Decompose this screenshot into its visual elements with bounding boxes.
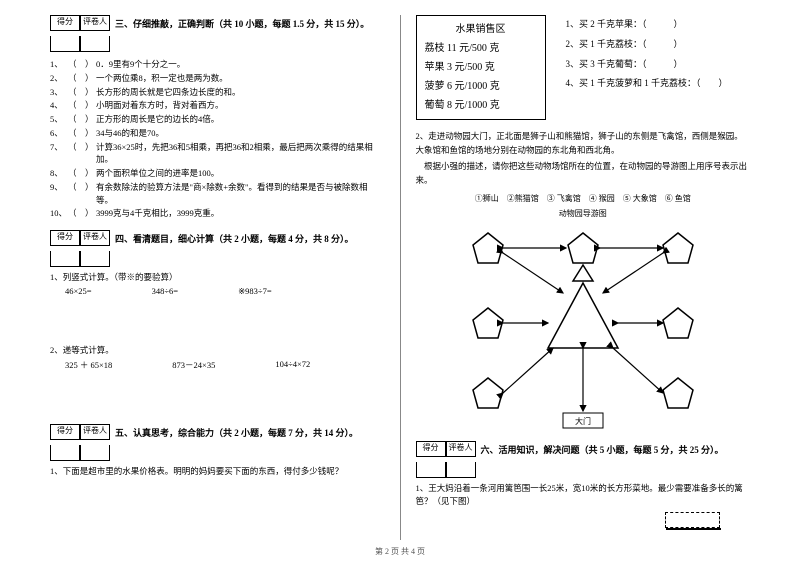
fruit-q-2: 2、买 1 千克荔枝：（ ） bbox=[566, 35, 728, 55]
s4-calc-4: 325 ＋ 65×18 bbox=[65, 359, 112, 371]
score-blank bbox=[50, 36, 80, 52]
q3-5: 正方形的周长是它的边长的4倍。 bbox=[96, 113, 385, 126]
q3-6: 34与46的和是70。 bbox=[96, 127, 385, 140]
q3-2: 一个两位乘8，积一定也是两为数。 bbox=[96, 72, 385, 85]
zoo-para1: 2、走进动物园大门，正北面是狮子山和熊猫馆，狮子山的东侧是飞禽馆，西侧是猴园。大… bbox=[416, 130, 751, 157]
fruit-item-3: 菠萝 6 元/1000 克 bbox=[425, 77, 537, 96]
marker-label: 评卷人 bbox=[80, 15, 110, 31]
fruit-box-title: 水果销售区 bbox=[425, 20, 537, 39]
score-box-6: 得分 评卷人 六、活用知识，解决问题（共 5 小题，每题 5 分，共 25 分）… bbox=[416, 441, 751, 457]
zoo-legend: ①狮山 ②熊猫馆 ③ 飞禽馆 ④ 猴园 ⑤ 大象馆 ⑥ 鱼馆 bbox=[416, 193, 751, 204]
fruit-item-4: 葡萄 8 元/1000 克 bbox=[425, 96, 537, 115]
section6-q1: 1、王大妈沿着一条河用篱笆围一长25米，宽10米的长方形菜地。最少需要准备多长的… bbox=[416, 482, 751, 508]
section5-intro: 1、下面是超市里的水果价格表。明明的妈妈要买下面的东西，得付多少钱呢？ bbox=[50, 465, 385, 477]
section5-title: 五、认真思考，综合能力（共 2 小题，每题 7 分，共 14 分）。 bbox=[115, 424, 358, 440]
fruit-q-1: 1、买 2 千克苹果：（ ） bbox=[566, 15, 728, 35]
zoo-map-title: 动物园导游图 bbox=[416, 208, 751, 219]
marker-blank bbox=[80, 36, 110, 52]
score-box-4: 得分 评卷人 四、看清题目，细心计算（共 2 小题，每题 4 分，共 8 分）。 bbox=[50, 230, 385, 246]
fruit-item-1: 荔枝 11 元/500 克 bbox=[425, 39, 537, 58]
score-label: 得分 bbox=[50, 15, 80, 31]
q3-1: 0．9里有9个十分之一。 bbox=[96, 58, 385, 71]
score-box-3: 得分 评卷人 三、仔细推敲，正确判断（共 10 小题，每题 1.5 分，共 15… bbox=[50, 15, 385, 31]
fruit-q-4: 4、买 1 千克菠萝和 1 千克荔枝：（ ） bbox=[566, 74, 728, 94]
fruit-q-3: 3、买 3 千克葡萄：（ ） bbox=[566, 55, 728, 75]
fruit-questions: 1、买 2 千克苹果：（ ） 2、买 1 千克荔枝：（ ） 3、买 3 千克葡萄… bbox=[566, 15, 728, 94]
s4-sub2-title: 2、递等式计算。 bbox=[50, 344, 385, 356]
score-box-5: 得分 评卷人 五、认真思考，综合能力（共 2 小题，每题 7 分，共 14 分）… bbox=[50, 424, 385, 440]
column-divider bbox=[400, 15, 401, 540]
section3-list: 1、（ ）0．9里有9个十分之一。 2、（ ）一个两位乘8，积一定也是两为数。 … bbox=[50, 58, 385, 220]
fruit-price-box: 水果销售区 荔枝 11 元/500 克 苹果 3 元/500 克 菠萝 6 元/… bbox=[416, 15, 546, 120]
q3-4: 小明面对着东方时，背对着西方。 bbox=[96, 99, 385, 112]
section3-title: 三、仔细推敲，正确判断（共 10 小题，每题 1.5 分，共 15 分）。 bbox=[115, 15, 369, 31]
page-footer: 第 2 页 共 4 页 bbox=[0, 546, 800, 557]
fruit-item-2: 苹果 3 元/500 克 bbox=[425, 58, 537, 77]
gate-label: 大门 bbox=[575, 416, 591, 426]
s4-calc-5: 873－24×35 bbox=[172, 359, 215, 371]
q3-10: 3999克与4千克相比，3999克重。 bbox=[96, 207, 385, 220]
fence-diagram bbox=[665, 512, 720, 528]
q-paren: （ ） bbox=[68, 58, 96, 71]
q3-8: 两个面积单位之间的进率是100。 bbox=[96, 167, 385, 180]
q3-9: 有余数除法的验算方法是"商×除数+余数"。看得到的结果是否与被除数相等。 bbox=[96, 181, 385, 207]
q3-7: 计算36×25时，先把36和5相乘，再把36和2相乘，最后把两次乘得的结果相加。 bbox=[96, 141, 385, 167]
s4-calc-2: 348÷6= bbox=[152, 286, 178, 297]
s4-sub1-title: 1、列竖式计算。（带※的要验算） bbox=[50, 271, 385, 283]
s4-calc-3: ※983÷7= bbox=[238, 286, 272, 297]
q3-3: 长方形的周长就是它四条边长度的和。 bbox=[96, 86, 385, 99]
zoo-map: 大门 bbox=[453, 223, 713, 433]
section4-title: 四、看清题目，细心计算（共 2 小题，每题 4 分，共 8 分）。 bbox=[115, 230, 354, 246]
q-num: 1、 bbox=[50, 58, 68, 71]
section6-title: 六、活用知识，解决问题（共 5 小题，每题 5 分，共 25 分）。 bbox=[481, 441, 724, 457]
s4-calc-6: 104÷4×72 bbox=[275, 359, 310, 371]
s4-calc-1: 46×25= bbox=[65, 286, 92, 297]
zoo-para2: 根据小强的描述，请你把这些动物场馆所在的位置，在动物园的导游图上用序号表示出来。 bbox=[416, 160, 751, 187]
